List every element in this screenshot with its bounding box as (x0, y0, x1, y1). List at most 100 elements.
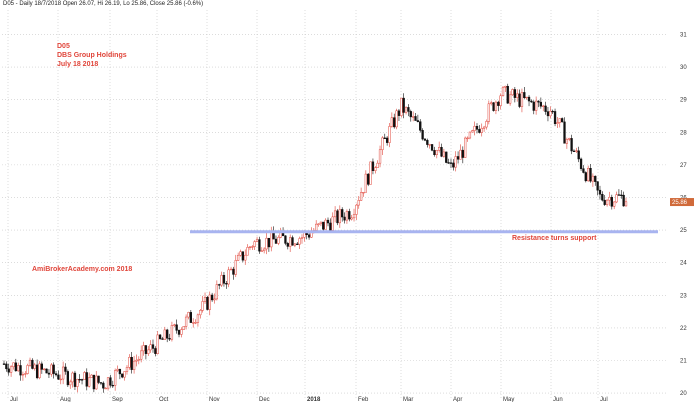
candle-body (525, 96, 528, 99)
x-tick-label: Oct (159, 397, 169, 402)
candle-body (87, 377, 91, 387)
candle-body (76, 379, 79, 387)
candle-body (371, 161, 375, 171)
candle-body (286, 243, 289, 247)
candle-body (135, 359, 138, 362)
candle-body (591, 175, 595, 182)
candle-body (579, 158, 583, 169)
candle-body (331, 216, 334, 231)
candle-body (482, 126, 486, 129)
candle-body (109, 377, 112, 386)
candle-body (26, 365, 29, 374)
candle-body (220, 274, 223, 286)
candle-body (102, 382, 105, 389)
candle-body (130, 357, 133, 370)
candle-body (106, 377, 110, 389)
candle-body (182, 326, 185, 330)
x-tick-label: Dec (259, 397, 270, 402)
x-tick-label: Feb (358, 397, 369, 402)
candle-body (430, 144, 434, 151)
candle-body (598, 189, 602, 195)
candle-body (369, 161, 372, 185)
x-tick-label: May (503, 397, 514, 402)
candle-body (78, 379, 81, 381)
candle-body (218, 284, 221, 286)
candle-body (336, 210, 339, 224)
candle-body (236, 254, 240, 261)
candle-body (622, 194, 625, 207)
candle-body (385, 137, 389, 143)
website-label: AmiBrokerAcademy.com 2018 (32, 266, 133, 273)
candle-body (142, 345, 145, 352)
candle-body (35, 364, 39, 379)
gridlines (2, 10, 666, 398)
candle-body (534, 100, 538, 111)
candle-body (45, 368, 48, 374)
y-tick-label: 20 (680, 391, 687, 397)
candle-body (419, 121, 422, 131)
candle-body (475, 125, 479, 130)
candle-body (248, 246, 252, 248)
candle-body (99, 382, 103, 384)
candle-body (149, 344, 152, 351)
candle-body (111, 384, 114, 387)
candle-body (289, 237, 292, 247)
candle-body (263, 248, 266, 252)
candle-body (194, 322, 197, 324)
candle-body (572, 150, 576, 152)
candle-body (12, 362, 15, 368)
candle-body (163, 329, 166, 340)
candle-body (114, 370, 117, 386)
candle-body (485, 121, 488, 128)
candle-body (317, 223, 320, 225)
candle-body (57, 374, 60, 380)
y-tick-label: 24 (680, 261, 687, 267)
candle-body (558, 118, 561, 123)
candle-body (624, 201, 628, 207)
candle-body (442, 151, 446, 157)
candle-body (307, 234, 311, 238)
candle-body (587, 168, 590, 182)
candle-body (532, 101, 535, 111)
candle-body (215, 284, 219, 300)
candle-body (402, 97, 405, 113)
candle-body (140, 350, 143, 360)
candle-body (244, 254, 247, 261)
candle-body (345, 211, 349, 221)
candle-body (447, 162, 450, 164)
candle-body (487, 103, 490, 122)
candle-body (404, 107, 408, 113)
candle-body (17, 365, 20, 372)
candle-body (246, 247, 249, 256)
candle-body (617, 194, 621, 196)
date-label: July 18 2018 (57, 61, 99, 68)
candle-body (539, 101, 543, 107)
candle-body (407, 107, 410, 112)
chart-header-info: D05 - Daily 18/7/2018 Open 26.07, Hi 26.… (3, 1, 204, 7)
last-price-tag: 25.86 (670, 198, 694, 207)
candle-body (329, 222, 332, 231)
candle-body (239, 251, 242, 256)
candle-body (97, 375, 100, 383)
candle-body (582, 168, 585, 173)
candle-body (570, 138, 573, 152)
candle-body (568, 138, 571, 140)
price-tag-label: 25.86 (672, 200, 688, 206)
candle-body (43, 368, 46, 370)
candle-body (516, 93, 519, 98)
candle-body (54, 373, 58, 376)
candle-body (298, 238, 301, 245)
candle-body (90, 374, 93, 378)
candle-body (338, 209, 341, 224)
candle-body (513, 89, 516, 98)
candle-body (61, 366, 65, 380)
candle-body (47, 372, 51, 375)
x-tick-label: Aug (60, 397, 71, 402)
candle-body (206, 296, 209, 310)
candle-body (383, 137, 386, 139)
candle-body (511, 89, 514, 96)
candle-body (180, 329, 183, 335)
candle-body (73, 372, 77, 387)
candle-body (168, 338, 171, 340)
